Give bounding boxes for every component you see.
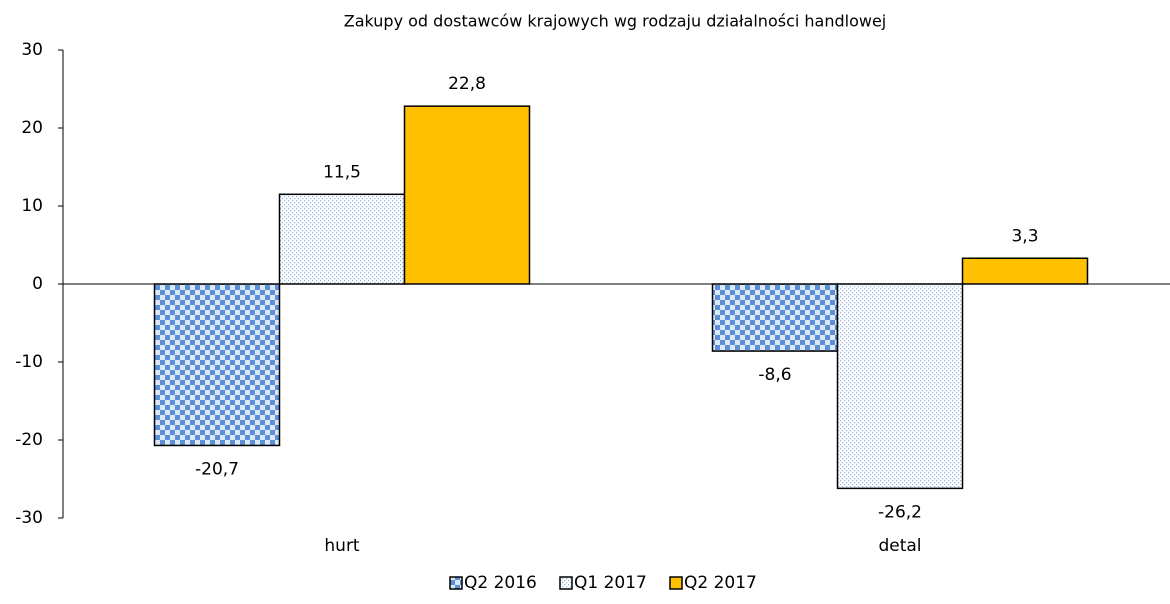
y-tick-label: -30 — [15, 508, 43, 528]
y-tick-label: 30 — [21, 40, 43, 60]
y-tick-label: 20 — [21, 118, 43, 138]
legend-swatch — [559, 576, 573, 590]
y-tick-label: -10 — [15, 352, 43, 372]
bar — [153, 283, 281, 447]
bar — [961, 257, 1089, 285]
legend-label: Q1 2017 — [574, 573, 647, 593]
data-label: -26,2 — [878, 502, 922, 522]
chart-title: Zakupy od dostawców krajowych wg rodzaju… — [344, 12, 887, 31]
bar — [278, 193, 406, 285]
data-label: 11,5 — [323, 162, 361, 182]
y-tick-label: 10 — [21, 196, 43, 216]
legend-label: Q2 2016 — [464, 573, 537, 593]
data-label: 22,8 — [448, 74, 486, 94]
x-tick-label: detal — [878, 536, 921, 556]
y-tick-label: 0 — [32, 274, 43, 294]
bar — [836, 283, 964, 490]
y-tick-label: -20 — [15, 430, 43, 450]
data-label: -8,6 — [758, 365, 791, 385]
x-tick-label: hurt — [324, 536, 360, 556]
bar — [711, 283, 839, 352]
legend-label: Q2 2017 — [684, 573, 757, 593]
legend-swatch — [449, 576, 463, 590]
data-label: 3,3 — [1011, 226, 1038, 246]
bar — [403, 105, 531, 285]
data-label: -20,7 — [195, 459, 239, 479]
legend-swatch — [669, 576, 683, 590]
